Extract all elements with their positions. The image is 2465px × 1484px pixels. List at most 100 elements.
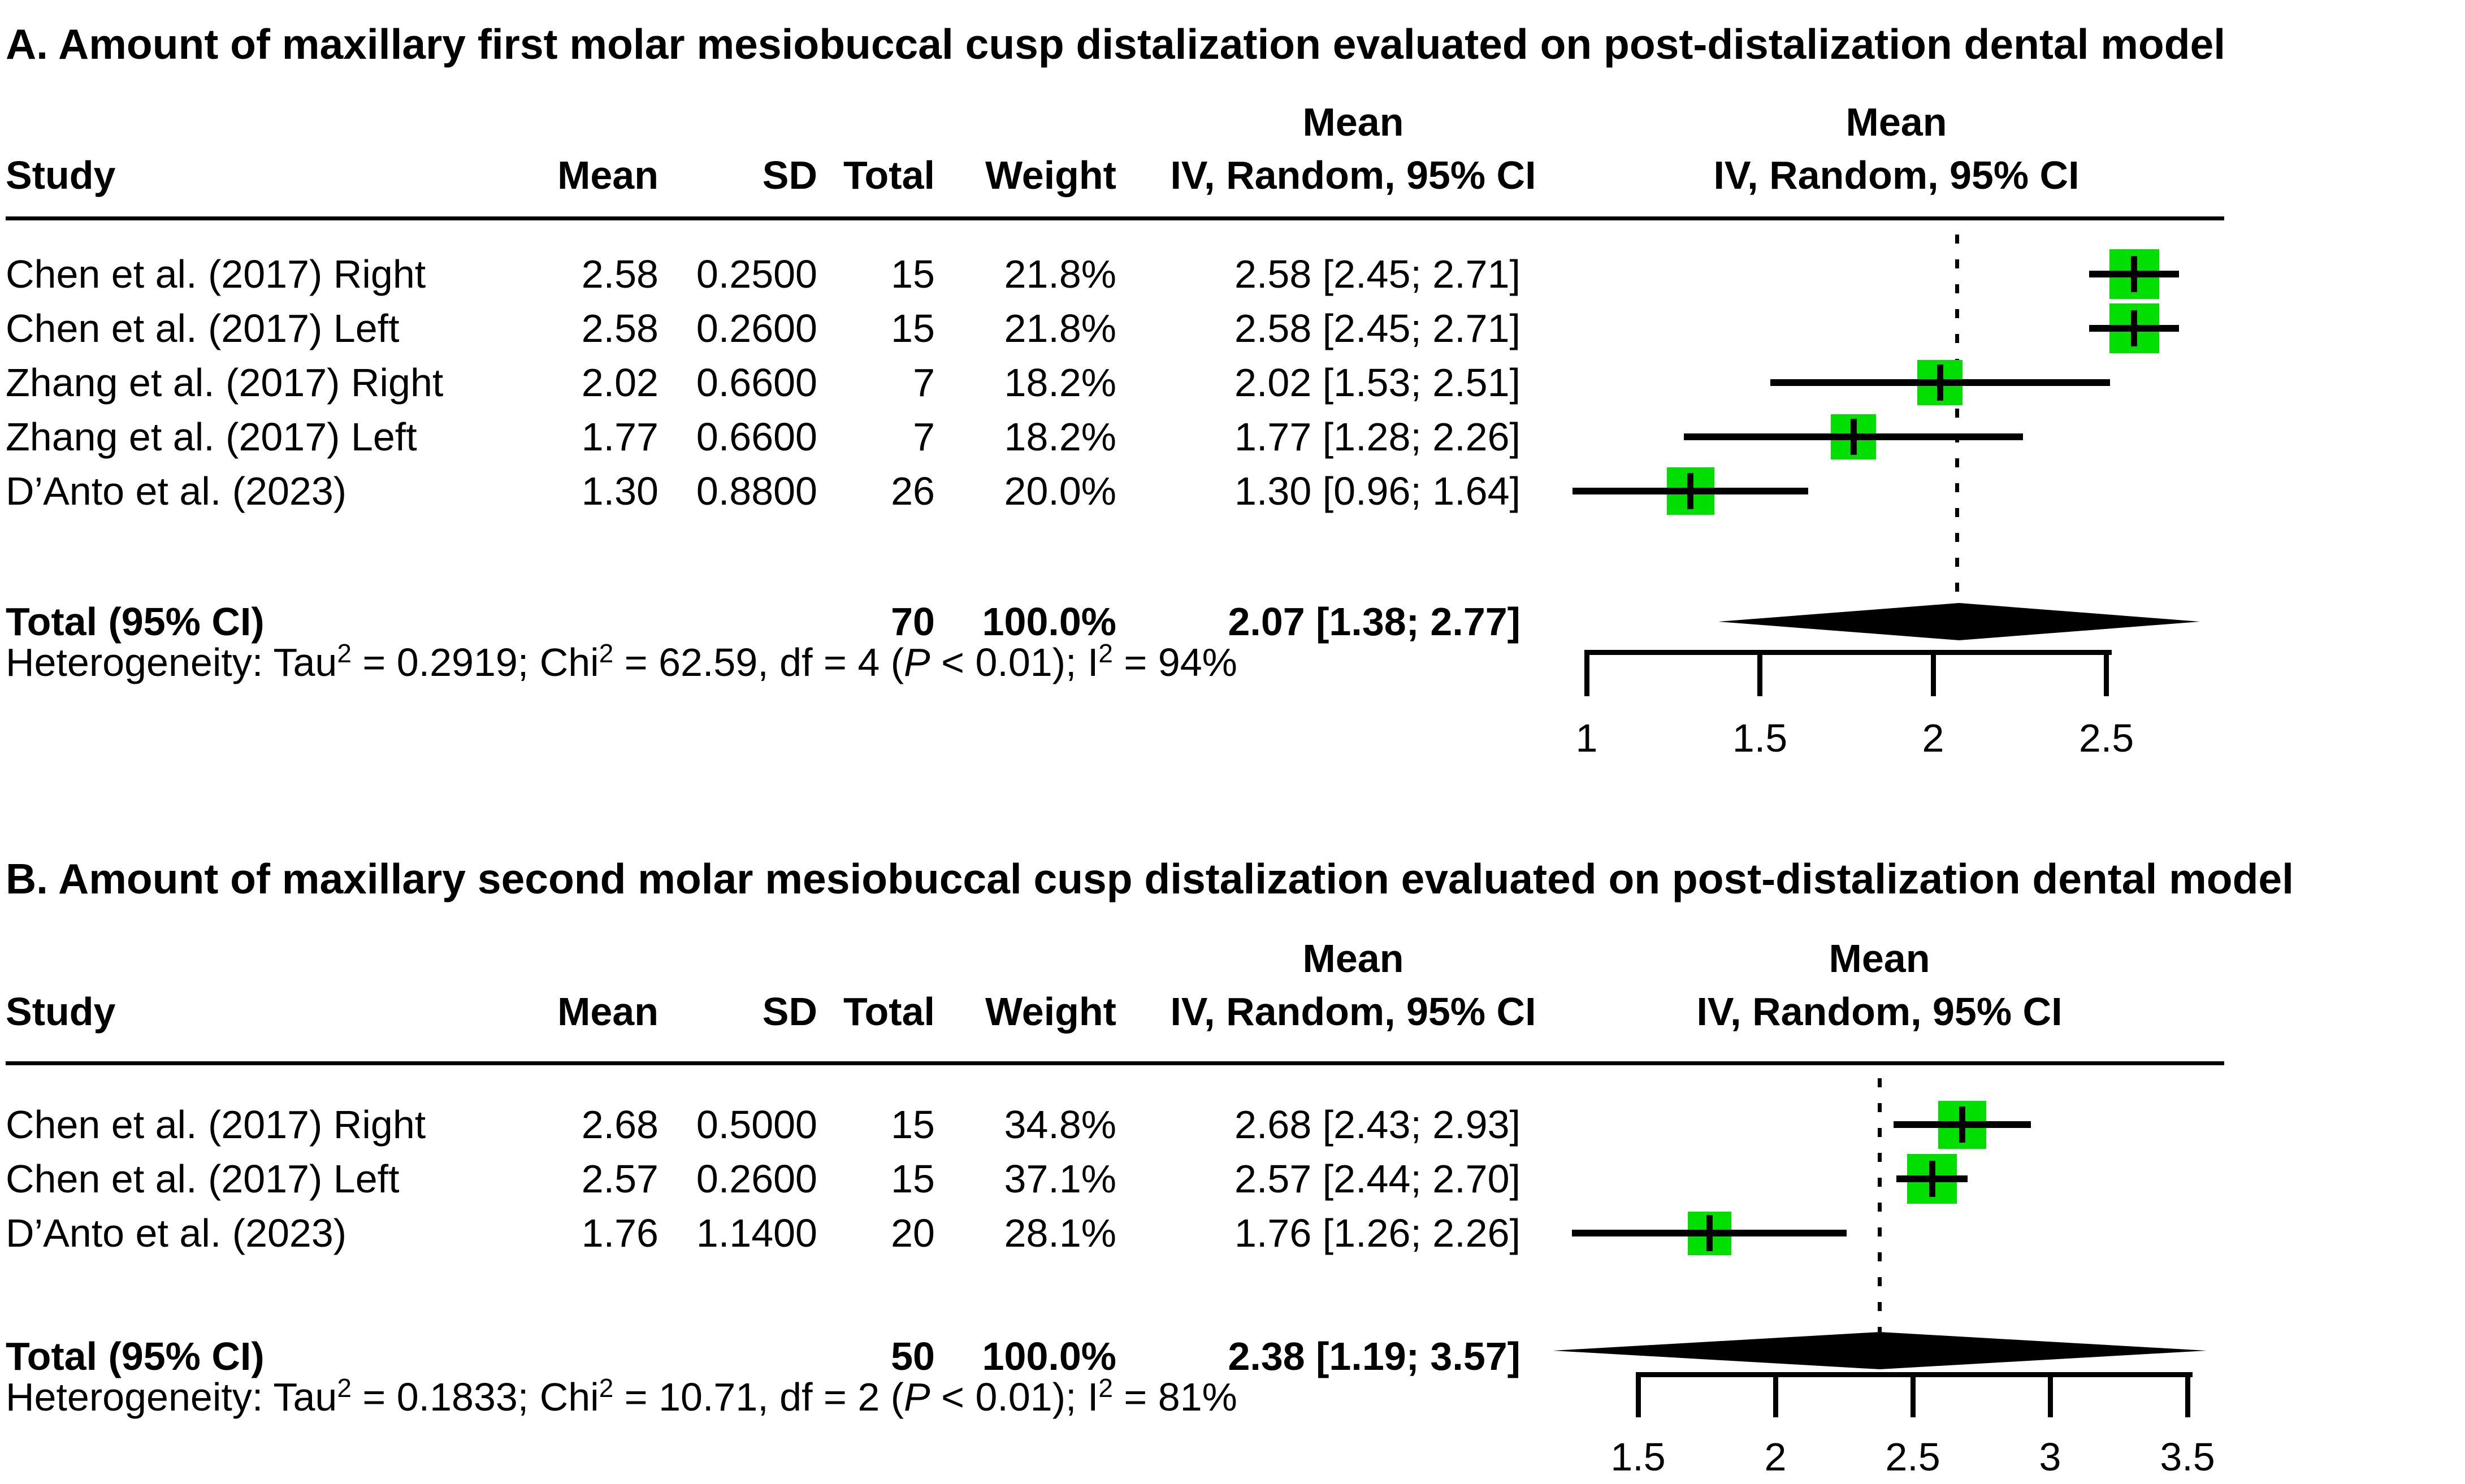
panel-a-total-header: Total	[843, 153, 935, 197]
table-row-study: Zhang et al. (2017) Right	[6, 361, 444, 405]
panel-b-plot-ci-header: IV, Random, 95% CI	[1696, 990, 2063, 1034]
table-row-study: Chen et al. (2017) Left	[6, 306, 400, 350]
table-row-weight: 28.1%	[1004, 1211, 1116, 1255]
panel-b-header-rule	[6, 1061, 2224, 1065]
text-segment: = 81%	[1112, 1375, 1237, 1419]
table-row-ci: 2.02 [1.53; 2.51]	[1234, 361, 1520, 405]
table-row-total: 7	[913, 361, 935, 405]
panel-b-total-header: Total	[843, 990, 935, 1034]
table-row-weight: 21.8%	[1004, 306, 1116, 350]
table-row-study: D’Anto et al. (2023)	[6, 469, 347, 513]
table-row-sd: 0.6600	[696, 415, 817, 459]
table-row-total: 20	[891, 1211, 935, 1255]
table-row-weight: 20.0%	[1004, 469, 1116, 513]
panel-a-total-ci: 2.07 [1.38; 2.77]	[1228, 600, 1520, 644]
table-row-study: Chen et al. (2017) Right	[6, 1103, 426, 1147]
point-estimate-marker	[2131, 256, 2138, 292]
point-estimate-marker	[1850, 419, 1857, 455]
panel-b-total-label: Total (95% CI)	[6, 1334, 265, 1378]
text-segment: = 10.71, df = 2 (	[613, 1375, 904, 1419]
panel-b-total-n: 50	[891, 1334, 935, 1378]
table-row-weight: 37.1%	[1004, 1157, 1116, 1201]
table-row-mean: 1.30	[581, 469, 659, 513]
panel-b-title: B. Amount of maxillary second molar mesi…	[6, 855, 2294, 902]
x-axis-tick-label: 1.5	[1610, 1435, 1666, 1479]
text-segment: = 62.59, df = 4 (	[613, 640, 904, 684]
table-row-mean: 2.57	[581, 1157, 659, 1201]
panel-b-effect-ci-header: IV, Random, 95% CI	[1170, 990, 1536, 1034]
table-row-mean: 2.58	[581, 306, 659, 350]
panel-b-total-weight: 100.0%	[982, 1334, 1116, 1378]
table-row-total: 7	[913, 415, 935, 459]
pooled-diamond	[1718, 603, 2200, 640]
table-row-total: 15	[891, 306, 935, 350]
table-row-study: D’Anto et al. (2023)	[6, 1211, 347, 1255]
table-row-ci: 2.58 [2.45; 2.71]	[1234, 306, 1520, 350]
x-axis-tick-label: 3.5	[2160, 1435, 2215, 1479]
table-row-sd: 0.8800	[696, 469, 817, 513]
panel-a-total-label: Total (95% CI)	[6, 600, 265, 644]
point-estimate-marker	[1929, 1161, 1935, 1197]
x-axis-tick-label: 1	[1575, 716, 1598, 760]
table-row-mean: 1.76	[581, 1211, 659, 1255]
superscript: 2	[337, 639, 352, 668]
x-axis-tick	[1910, 1372, 1916, 1417]
panel-a-plot-mean-header: Mean	[1845, 100, 1947, 144]
x-axis-tick	[1757, 650, 1762, 696]
panel-a-total-n: 70	[891, 600, 935, 644]
panel-b-weight-header: Weight	[985, 990, 1116, 1034]
panel-b-sd-header: SD	[762, 990, 817, 1034]
point-estimate-marker	[2131, 310, 2138, 346]
table-row-sd: 0.6600	[696, 361, 817, 405]
panel-a-header-rule	[6, 216, 2224, 220]
table-row-sd: 0.5000	[696, 1103, 817, 1147]
italic-text: P	[904, 640, 930, 684]
point-estimate-marker	[1687, 473, 1694, 509]
table-row-ci: 1.76 [1.26; 2.26]	[1234, 1211, 1520, 1255]
table-row-weight: 18.2%	[1004, 415, 1116, 459]
panel-b-heterogeneity: Heterogeneity: Tau2 = 0.1833; Chi2 = 10.…	[6, 1370, 1237, 1424]
table-row-total: 15	[891, 1157, 935, 1201]
panel-b-effect-mean-header: Mean	[1302, 936, 1404, 980]
panel-a-weight-header: Weight	[985, 153, 1116, 197]
panel-b-plot-mean-header: Mean	[1829, 936, 1930, 980]
text-segment: = 94%	[1112, 640, 1237, 684]
table-row-mean: 1.77	[581, 415, 659, 459]
x-axis-tick	[1930, 650, 1936, 696]
text-segment: = 0.2919; Chi	[351, 640, 599, 684]
x-axis-line	[1638, 1372, 2193, 1377]
x-axis-tick	[2185, 1372, 2190, 1417]
table-row-mean: 2.58	[581, 252, 659, 296]
table-row-mean: 2.68	[581, 1103, 659, 1147]
table-row-ci: 1.30 [0.96; 1.64]	[1234, 469, 1520, 513]
table-row-total: 15	[891, 1103, 935, 1147]
panel-a-study-header: Study	[6, 153, 116, 197]
table-row-ci: 1.77 [1.28; 2.26]	[1234, 415, 1520, 459]
superscript: 2	[599, 1373, 614, 1403]
panel-a-effect-ci-header: IV, Random, 95% CI	[1170, 153, 1536, 197]
table-row-total: 26	[891, 469, 935, 513]
panel-a-mean-header: Mean	[557, 153, 659, 197]
text-segment: Heterogeneity: Tau	[6, 640, 337, 684]
table-row-weight: 21.8%	[1004, 252, 1116, 296]
x-axis-line	[1587, 650, 2112, 655]
superscript: 2	[1098, 1373, 1113, 1403]
table-row-sd: 0.2600	[696, 1157, 817, 1201]
x-axis-tick	[2104, 650, 2109, 696]
pooled-reference-line	[1955, 235, 1960, 603]
point-estimate-marker	[1706, 1215, 1713, 1251]
x-axis-tick-label: 3	[2039, 1435, 2061, 1479]
panel-a-plot-ci-header: IV, Random, 95% CI	[1713, 153, 2080, 197]
table-row-study: Chen et al. (2017) Right	[6, 252, 426, 296]
table-row-ci: 2.58 [2.45; 2.71]	[1234, 252, 1520, 296]
x-axis-tick-label: 2	[1764, 1435, 1787, 1479]
table-row-weight: 18.2%	[1004, 361, 1116, 405]
panel-a-effect-mean-header: Mean	[1302, 100, 1404, 144]
x-axis-tick	[2047, 1372, 2053, 1417]
panel-a-sd-header: SD	[762, 153, 817, 197]
x-axis-tick	[1635, 1372, 1641, 1417]
text-segment: < 0.01); I	[930, 1375, 1099, 1419]
panel-b-total-ci: 2.38 [1.19; 3.57]	[1228, 1334, 1520, 1378]
italic-text: P	[904, 1375, 930, 1419]
